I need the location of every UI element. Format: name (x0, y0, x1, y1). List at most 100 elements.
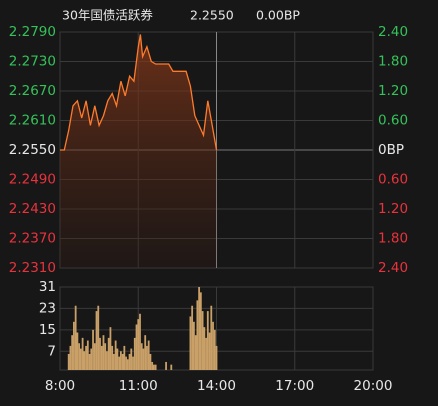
y2-tick-label: 1.80 (378, 231, 408, 247)
y2-tick-label: 2.40 (378, 24, 408, 40)
volume-bar (210, 305, 213, 370)
y-tick-label: 15 (39, 322, 56, 338)
volume-bar (104, 343, 107, 370)
volume-bar (109, 327, 112, 370)
volume-bar (192, 321, 195, 370)
volume-bar (213, 329, 216, 370)
volume-bar (95, 311, 98, 370)
y2-tick-label: 1.80 (378, 54, 408, 70)
y-tick-label: 2.2730 (9, 54, 56, 70)
volume-bar (93, 343, 96, 370)
y2-tick-label: 1.20 (378, 83, 408, 99)
x-tick-label: 20:00 (354, 378, 393, 394)
volume-bar (69, 345, 72, 370)
volume-bar (191, 305, 194, 370)
volume-bar (126, 359, 129, 370)
y-tick-label: 31 (39, 279, 56, 295)
volume-bar (107, 337, 110, 370)
volume-bar (121, 353, 124, 370)
volume-bar (196, 300, 199, 370)
y2-tick-label: 1.20 (378, 201, 408, 217)
volume-bar (81, 337, 84, 370)
y2-tick-label: 0.60 (378, 113, 408, 129)
volume-bar (102, 335, 105, 370)
volume-bar (198, 287, 201, 370)
volume-bar (139, 313, 141, 370)
volume-bar (76, 332, 79, 370)
volume-bar (133, 337, 136, 370)
volume-bar (92, 329, 94, 370)
volume-bar (73, 321, 75, 370)
volume-bar (151, 361, 154, 370)
volume-bar (116, 348, 119, 370)
y-tick-label: 2.2370 (9, 231, 56, 247)
volume-bar (215, 345, 218, 370)
volume-bar (201, 311, 204, 370)
volume-bar (128, 353, 131, 370)
x-tick-label: 17:00 (275, 378, 314, 394)
volume-bar (71, 335, 74, 370)
y2-tick-label: 0.60 (378, 172, 408, 188)
volume-bar (149, 353, 152, 370)
volume-bar (194, 335, 197, 370)
volume-bar (130, 348, 133, 370)
volume-bar (88, 353, 91, 370)
price-area (60, 34, 217, 268)
volume-bar (83, 351, 86, 370)
volume-bar (78, 343, 81, 370)
volume-bar (132, 356, 134, 370)
volume-bar (97, 305, 100, 370)
volume-bar (86, 340, 89, 370)
volume-bar (118, 356, 121, 370)
y-tick-label: 7 (47, 343, 56, 359)
y-tick-label: 2.2490 (9, 172, 56, 188)
y2-tick-label: 2.40 (378, 260, 408, 276)
volume-bar (203, 327, 206, 370)
price-change: 0.00BP (256, 8, 300, 23)
volume-bar (199, 292, 202, 370)
volume-bar (123, 345, 126, 370)
y-tick-label: 2.2550 (9, 142, 56, 158)
volume-bar (114, 340, 117, 370)
volume-bar (208, 332, 211, 370)
volume-bar (119, 351, 122, 370)
volume-bar (147, 340, 150, 370)
last-price: 2.2550 (190, 8, 234, 23)
volume-bar (137, 319, 140, 370)
volume-bar (111, 345, 114, 370)
volume-bar (205, 337, 207, 370)
volume-bar (99, 337, 101, 370)
x-tick-label: 14:00 (197, 378, 236, 394)
volume-bar (74, 305, 77, 370)
y-tick-label: 2.2430 (9, 201, 56, 217)
y-tick-label: 23 (39, 300, 56, 316)
volume-bar (146, 345, 148, 370)
y-tick-label: 2.2310 (9, 260, 56, 276)
y2-tick-label: 0BP (378, 142, 404, 158)
volume-bar (113, 353, 115, 370)
volume-bar (153, 364, 155, 370)
volume-bar (212, 321, 214, 370)
y-tick-label: 2.2670 (9, 83, 56, 99)
volume-bar (144, 335, 147, 370)
volume-bar (206, 311, 209, 370)
volume-bar (125, 356, 127, 370)
y-tick-label: 2.2790 (9, 24, 56, 40)
volume-bar (170, 364, 173, 370)
x-tick-label: 8:00 (45, 378, 75, 394)
volume-bar (154, 364, 157, 370)
volume-bar (90, 348, 93, 370)
price-line (60, 34, 218, 151)
volume-bar (135, 324, 138, 370)
volume-bar (165, 361, 167, 370)
volume-bar (100, 345, 103, 370)
instrument-title: 30年国债活跃券 (62, 8, 153, 23)
volume-bar (142, 348, 145, 370)
y-tick-label: 2.2610 (9, 113, 56, 129)
volume-bar (106, 351, 108, 370)
volume-bar (67, 353, 70, 370)
volume-bar (189, 316, 192, 370)
volume-bar (85, 345, 87, 370)
volume-bar (140, 343, 143, 370)
